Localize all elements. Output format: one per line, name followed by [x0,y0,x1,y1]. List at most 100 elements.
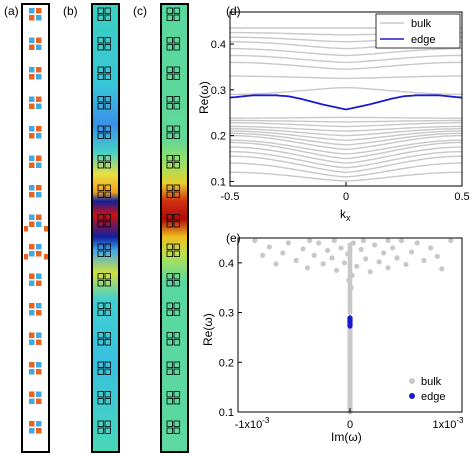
plot-e-ticks: -1x10-3 0 1x10-3 0.1 0.2 0.3 0.4 [219,258,464,431]
unit-cell-square [36,251,42,257]
bulk-point [381,250,387,256]
unit-cell-square [36,103,42,109]
unit-cell-outline [97,391,104,398]
unit-cell-square [29,421,35,427]
unit-cell-square [36,244,42,250]
unit-cell-square [29,221,35,227]
legend-edge-label: edge [421,391,445,403]
unit-cell-square [29,37,35,43]
unit-cell-outline [97,162,104,169]
field-map-c [161,4,188,452]
unit-cell-outline [104,273,111,280]
edge-site [24,226,28,232]
bulk-eigenvalues [252,237,454,415]
unit-cell-outline [97,7,104,14]
unit-cell-square [36,162,42,168]
unit-cell-square [29,251,35,257]
bulk-point [338,245,344,251]
unit-cell-square [29,332,35,338]
unit-cell-outline [104,96,111,103]
unit-cell-outline [173,332,180,339]
y-tick-label: 0.1 [211,176,226,188]
unit-cell-outline [97,309,104,316]
unit-cell-outline [173,420,180,427]
unit-cell-outline [97,280,104,287]
plot-e-legend: bulk edge [409,376,445,403]
bulk-point [307,237,313,244]
unit-cell-outline [173,96,180,103]
y-tick-label: 0.1 [219,407,234,419]
bulk-band-line [230,171,462,182]
unit-cell-outline [104,302,111,309]
unit-cell-square [29,155,35,161]
lattice-panel-a [24,8,48,434]
unit-cell-outline [173,44,180,51]
panel-c-frame [160,3,189,453]
legend-bulk-marker [409,378,415,384]
unit-cell-square [29,103,35,109]
unit-cell-outline [166,339,173,346]
bulk-point [304,265,311,271]
unit-cell-outline [166,132,173,139]
unit-cell-outline [166,37,173,44]
unit-cell-outline [166,184,173,191]
panel-label-d: (d) [226,4,241,18]
unit-cell-outline [97,96,104,103]
unit-cell-square [36,369,42,375]
unit-cell-square [29,391,35,397]
panel-label-b: (b) [63,4,78,18]
unit-cell-outline [97,427,104,434]
unit-cell-outline [166,243,173,250]
unit-cell-outline [173,280,180,287]
unit-cell-outline [104,44,111,51]
edge-site [44,254,48,260]
unit-cell-outline [97,73,104,80]
panel-label-e: (e) [226,231,241,245]
unit-cell-outline [166,280,173,287]
legend-box [375,13,461,49]
bulk-band-line [230,141,462,160]
unit-cell-outline [173,427,180,434]
edge-band-line [230,94,462,111]
unit-cell-square [29,44,35,50]
x-tick-label: 0 [343,191,349,203]
legend-bulk-label: bulk [421,376,442,388]
unit-cell-square [36,8,42,14]
unit-cell-outline [166,273,173,280]
unit-cell-outline [97,44,104,51]
unit-cell-square [29,126,35,132]
unit-cell-outline [104,361,111,368]
unit-cell-outline [104,103,111,110]
edge-eigenvalues [347,315,353,329]
unit-cell-square [36,391,42,397]
unit-cell-square [29,310,35,316]
bulk-band-line [230,122,462,128]
bulk-point [300,246,306,252]
unit-cell-square [36,280,42,286]
unit-cell-outline [173,191,180,198]
panel-label-a: (a) [4,4,19,18]
unit-cell-square [29,428,35,434]
unit-cell-outline [97,250,104,257]
unit-cell-outline [173,73,180,80]
unit-cell-outline [166,125,173,132]
unit-cell-outline [173,361,180,368]
bulk-band-line [230,125,462,132]
y-tick-label: 0.4 [219,258,234,270]
unit-cell-outline [97,368,104,375]
bulk-band-line [230,132,462,146]
plot-d-ticks: -0.5 0 0.5 0.1 0.2 0.3 0.4 [211,39,470,203]
bulk-band-line [230,61,462,70]
unit-cell-square [36,96,42,102]
unit-cell-square [29,398,35,404]
unit-cell-outline [166,427,173,434]
unit-cell-outline [173,37,180,44]
bulk-point [363,256,369,262]
unit-cell-square [29,303,35,309]
unit-cell-outline [104,427,111,434]
panel-label-c: (c) [133,4,147,18]
unit-cell-outline [104,420,111,427]
legend-edge-marker [409,393,415,399]
unit-cell-square [36,398,42,404]
unit-cell-outline [104,191,111,198]
